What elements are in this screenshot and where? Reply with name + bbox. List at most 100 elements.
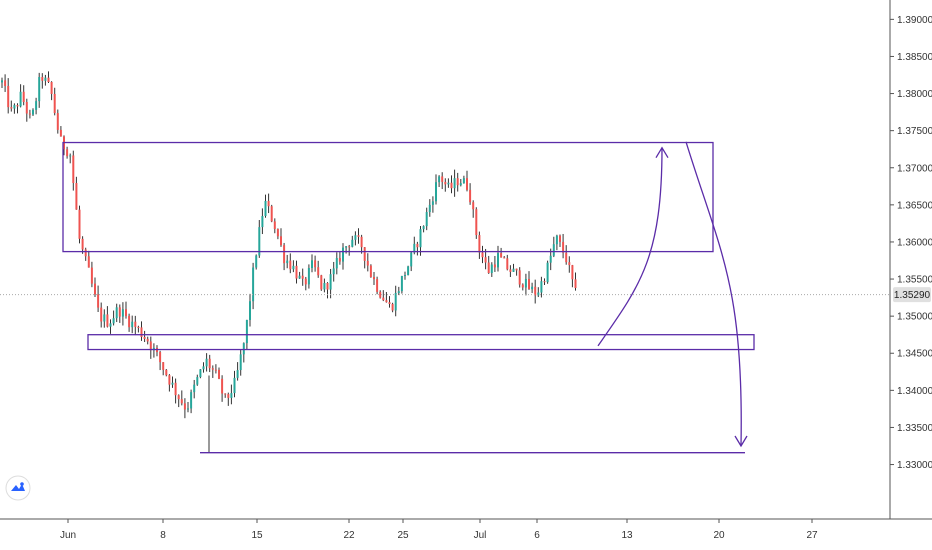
upper-range-box[interactable] xyxy=(62,141,714,253)
candle-body xyxy=(103,314,106,322)
candle-body xyxy=(90,267,93,284)
candle-body xyxy=(28,113,31,115)
x-tick-label: 6 xyxy=(534,530,540,541)
candle-body xyxy=(543,281,546,283)
candle-body xyxy=(97,294,100,308)
candle-body xyxy=(66,149,69,157)
candle-body xyxy=(428,204,431,213)
candle-body xyxy=(267,200,270,207)
candle-body xyxy=(208,358,211,369)
candle-body xyxy=(509,269,512,272)
y-axis-ticks: 1.39000 1.38500 1.38000 1.37500 1.37000 1.365… xyxy=(890,15,932,471)
candle-body xyxy=(149,341,152,351)
candle-body xyxy=(487,262,490,274)
current-price-label: 1.35290 xyxy=(894,290,931,301)
candle-body xyxy=(413,243,416,253)
y-tick-label: 1.33500 xyxy=(897,423,932,434)
candle-body xyxy=(490,264,493,274)
candle-body xyxy=(555,235,558,245)
candle-body xyxy=(146,338,149,342)
candle-body xyxy=(183,403,186,410)
candle-body xyxy=(295,265,298,279)
candle-body xyxy=(283,245,286,264)
candle-body xyxy=(484,257,487,263)
y-tick-label: 1.34000 xyxy=(897,386,932,397)
candle-body xyxy=(506,258,509,270)
candle-body xyxy=(137,326,140,328)
y-tick-label: 1.39000 xyxy=(897,15,932,26)
candle-body xyxy=(307,267,310,285)
candle-body xyxy=(125,309,127,316)
x-tick-label: 8 xyxy=(160,530,166,541)
candle-body xyxy=(314,260,317,268)
candle-body xyxy=(94,283,96,295)
candle-body xyxy=(503,257,506,259)
candle-body xyxy=(261,216,264,228)
candle-body xyxy=(168,375,171,385)
candle-body xyxy=(540,281,543,293)
tradingview-logo-icon[interactable] xyxy=(5,475,31,501)
candle-body xyxy=(363,247,366,261)
price-axis-background[interactable] xyxy=(890,0,932,519)
y-tick-label: 1.37500 xyxy=(897,126,932,137)
annotations-layer xyxy=(62,141,755,454)
candle-body xyxy=(571,265,574,280)
support-zone-box[interactable] xyxy=(87,334,755,351)
candle-body xyxy=(35,101,38,110)
candle-body xyxy=(376,279,379,292)
candle-body xyxy=(19,91,22,107)
candle-body xyxy=(326,282,329,290)
y-tick-label: 1.36000 xyxy=(897,237,932,248)
candle-body xyxy=(410,252,413,267)
candle-body xyxy=(112,318,115,324)
bullish-scenario-arrow[interactable] xyxy=(597,147,663,347)
current-price-tag-background xyxy=(893,287,931,303)
candle-body xyxy=(227,394,230,398)
candle-body xyxy=(276,228,279,237)
candle-body xyxy=(41,77,44,81)
candle-body xyxy=(78,209,81,239)
candle-body xyxy=(87,256,90,268)
x-axis-ticks: Jun 8 15 22 25 Jul 6 13 20 27 xyxy=(60,519,818,541)
candle-body xyxy=(366,260,369,266)
candle-body xyxy=(348,246,351,248)
candle-body xyxy=(239,354,242,371)
candle-body xyxy=(280,236,282,246)
x-tick-label: 15 xyxy=(251,530,263,541)
candle-body xyxy=(320,275,323,290)
bearish-scenario-arrow[interactable] xyxy=(685,141,742,447)
candle-body xyxy=(431,201,434,205)
candle-body xyxy=(472,202,475,210)
time-axis-background[interactable] xyxy=(0,519,932,550)
candle-body xyxy=(456,178,459,186)
candle-body xyxy=(249,301,251,320)
candle-body xyxy=(245,319,248,344)
candle-body xyxy=(53,93,56,114)
candle-body xyxy=(394,293,397,311)
candle-body xyxy=(118,307,121,317)
candle-body xyxy=(25,101,28,114)
candle-body xyxy=(236,370,239,378)
candle-body xyxy=(199,369,202,378)
candle-body xyxy=(255,255,258,268)
candle-body xyxy=(351,239,354,247)
candle-body xyxy=(345,246,348,248)
candle-body xyxy=(100,307,103,322)
candle-body xyxy=(174,382,177,396)
candle-body xyxy=(515,268,518,271)
candle-body xyxy=(360,236,363,248)
candle-body xyxy=(202,366,205,370)
candle-body xyxy=(338,258,341,262)
candle-body xyxy=(559,235,561,242)
candle-body xyxy=(193,384,196,393)
candle-body xyxy=(162,362,165,370)
candle-body xyxy=(450,182,453,189)
y-tick-label: 1.34500 xyxy=(897,349,932,360)
candle-body xyxy=(481,252,484,258)
candle-body xyxy=(13,105,16,109)
candle-body xyxy=(134,321,137,327)
candle-body xyxy=(211,368,214,370)
candle-body xyxy=(304,278,307,285)
candle-body xyxy=(469,189,472,203)
candle-body xyxy=(447,182,450,185)
